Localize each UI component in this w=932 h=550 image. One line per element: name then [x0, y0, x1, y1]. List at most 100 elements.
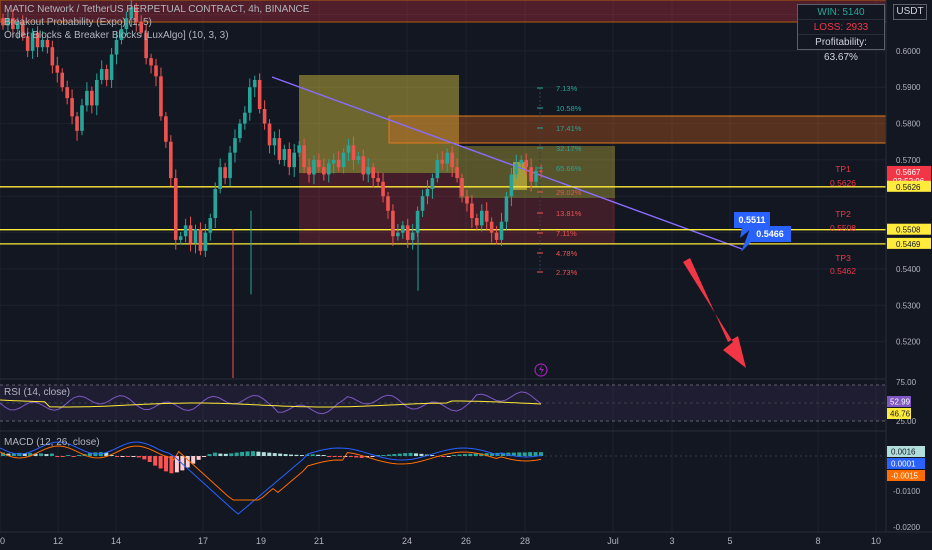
- candle-body: [322, 167, 326, 175]
- candle-body: [386, 196, 390, 211]
- candle-body: [203, 232, 208, 251]
- macd-bar: [6, 453, 11, 456]
- candle-body: [450, 152, 454, 168]
- macd-bar: [539, 452, 543, 456]
- candle-body: [287, 149, 292, 168]
- macd-bar: [348, 456, 353, 457]
- callout-0-5466[interactable]: 0.5466: [741, 226, 791, 252]
- macd-bar: [229, 453, 234, 456]
- indicator-legend-orderblocks[interactable]: Order Blocks & Breaker Blocks [LuxAlgo] …: [4, 30, 229, 41]
- rsi-badge-label: 46.76: [890, 410, 911, 419]
- candle-body: [65, 87, 69, 99]
- candle-body: [85, 90, 89, 106]
- candle-body: [430, 178, 435, 189]
- candle-body: [11, 18, 15, 30]
- macd-bar: [299, 455, 304, 456]
- time-tick: 28: [520, 536, 530, 546]
- candle-body: [262, 109, 267, 124]
- macd-bar: [533, 452, 538, 456]
- order-block-mid: [388, 115, 887, 144]
- macd-badge-label: 0.0001: [891, 460, 916, 469]
- candle-body: [193, 228, 198, 244]
- candle-body: [336, 159, 341, 168]
- macd-bar: [234, 452, 239, 456]
- lightning-icon[interactable]: [534, 363, 548, 377]
- macd-bar: [283, 454, 288, 456]
- macd-bar: [39, 453, 44, 456]
- time-tick: 3: [669, 536, 674, 546]
- candle-body: [129, 7, 134, 19]
- candle-body: [391, 210, 395, 237]
- macd-bar: [202, 456, 207, 457]
- macd-axis-tick: -0.0100: [893, 487, 921, 496]
- candle-body: [238, 123, 242, 139]
- time-tick: 14: [111, 536, 121, 546]
- candle-body: [267, 123, 272, 146]
- macd-bar: [191, 456, 196, 464]
- candle-body: [425, 189, 430, 197]
- candle-body: [183, 225, 188, 237]
- chart-title[interactable]: MATIC Network / TetherUS PERPETUAL CONTR…: [4, 4, 310, 15]
- candle-body: [341, 152, 346, 168]
- macd-bar: [28, 453, 33, 456]
- macd-bar: [375, 455, 380, 456]
- tp-name: TP2: [835, 209, 851, 219]
- macd-bar: [484, 453, 489, 456]
- candle-body: [445, 152, 450, 164]
- candle-body: [119, 29, 124, 40]
- currency-button[interactable]: USDT: [893, 4, 927, 20]
- callout-0-5511[interactable]: 0.5511: [734, 212, 770, 238]
- callout-label-1: 0.5511: [738, 215, 765, 225]
- macd-bar: [174, 456, 179, 473]
- candle-body: [178, 236, 183, 240]
- time-tick: 21: [314, 536, 324, 546]
- candle-body: [415, 210, 420, 233]
- price-badge: [887, 223, 931, 235]
- profitability: Profitability: 63.67%: [815, 37, 867, 63]
- candle-body: [25, 36, 30, 51]
- tp-labels: TP1 0.5626 TP2 0.5508 TP3 0.5462: [830, 164, 856, 276]
- macd-bar: [327, 456, 332, 457]
- price-badge-label: 0.5626: [896, 183, 921, 192]
- candle-body: [114, 39, 119, 55]
- stats-table: WIN: 5140 LOSS: 2933 Profitability: 63.6…: [797, 4, 885, 63]
- macd-bar: [370, 456, 375, 457]
- indicator-legend-breakout[interactable]: Breakout Probability (Expo) (1, 5): [4, 17, 152, 28]
- macd-bar: [196, 456, 201, 460]
- macd-legend[interactable]: MACD (12, 26, close): [4, 437, 100, 448]
- macd-bar: [419, 453, 424, 456]
- macd-bar: [310, 454, 315, 456]
- candle-body: [524, 159, 528, 168]
- macd-badge: [887, 458, 925, 469]
- candle-body: [381, 181, 385, 197]
- candle-body: [70, 98, 74, 117]
- candle-body: [213, 189, 218, 219]
- price-axis[interactable]: [886, 0, 932, 532]
- breakout-up-label: 32.17%: [556, 144, 582, 153]
- loss-count: LOSS: 2933: [798, 20, 884, 35]
- macd-bar: [359, 456, 364, 458]
- candle-body: [361, 156, 366, 175]
- tp-name: TP1: [835, 164, 851, 174]
- candle-body: [435, 159, 440, 179]
- time-axis[interactable]: [0, 532, 932, 550]
- candle-body: [292, 152, 297, 168]
- candle-body: [149, 58, 153, 66]
- rsi-legend[interactable]: RSI (14, close): [4, 387, 71, 398]
- candle-body: [514, 163, 519, 175]
- time-tick: 8: [815, 536, 820, 546]
- macd-bar: [245, 451, 250, 456]
- candle-body: [109, 54, 114, 80]
- breakout-up-label: 7.13%: [556, 84, 578, 93]
- trendline[interactable]: [271, 76, 743, 250]
- bullish-zone-box: [299, 75, 459, 173]
- candle-body: [139, 21, 144, 33]
- breakout-down-label: 29.02%: [556, 188, 582, 197]
- candle-body: [396, 232, 400, 237]
- chart-grid: [0, 0, 886, 532]
- candle-body: [35, 32, 40, 48]
- macd-bar: [185, 456, 190, 468]
- time-tick: 10: [0, 536, 5, 546]
